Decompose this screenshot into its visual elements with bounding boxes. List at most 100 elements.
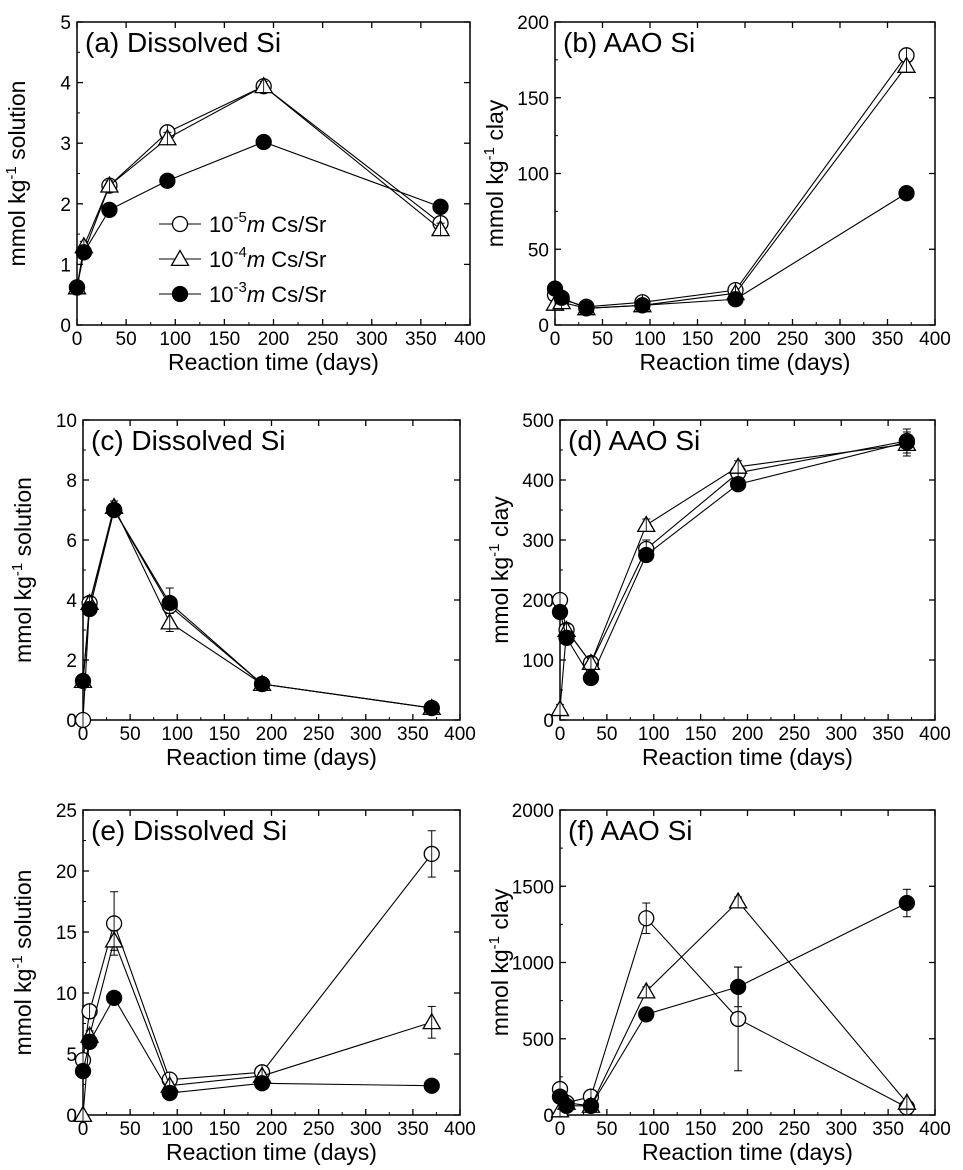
plot-frame <box>82 809 461 1116</box>
x-tick-label: 400 <box>919 724 951 745</box>
series-1 <box>551 902 916 1116</box>
data-point <box>558 629 575 646</box>
x-tick-label: 0 <box>78 1119 89 1140</box>
series-3 <box>74 989 440 1102</box>
x-tick-label: 100 <box>161 1119 193 1140</box>
y-tick-label: 1 <box>60 255 71 276</box>
panel-title: (e) Dissolved Si <box>91 815 287 846</box>
y-tick-label: 0 <box>538 316 549 337</box>
x-tick-label: 300 <box>824 329 856 350</box>
series-3 <box>74 501 440 717</box>
x-tick-label: 0 <box>555 1119 566 1140</box>
y-tick-label: 100 <box>517 165 549 186</box>
x-tick-label: 200 <box>258 329 290 350</box>
x-tick-label: 350 <box>397 1119 429 1140</box>
data-point <box>101 201 118 219</box>
x-axis-label: Reaction time (days) <box>642 1139 853 1165</box>
x-axis-label: Reaction time (days) <box>168 349 379 375</box>
x-tick-label: 250 <box>307 329 339 350</box>
x-tick-label: 50 <box>592 329 613 350</box>
data-point <box>551 603 569 621</box>
y-tick-label: 4 <box>60 74 71 95</box>
legend-marker <box>171 285 189 303</box>
y-axis-label: mmol kg-1 solution <box>9 477 36 663</box>
x-axis-label: Reaction time (days) <box>166 744 377 770</box>
x-axis-label: Reaction time (days) <box>642 744 853 770</box>
data-point <box>253 1075 271 1092</box>
data-point <box>634 297 651 314</box>
x-tick-label: 50 <box>116 329 137 350</box>
data-point <box>423 699 440 717</box>
y-tick-label: 500 <box>522 1030 554 1051</box>
panel-title: (c) Dissolved Si <box>91 425 285 456</box>
y-tick-label: 8 <box>66 471 77 492</box>
y-tick-label: 1000 <box>512 954 554 975</box>
panel-title: (d) AAO Si <box>568 425 700 456</box>
y-tick-label: 150 <box>517 89 549 110</box>
series-3 <box>551 434 916 687</box>
y-tick-label: 300 <box>522 531 554 552</box>
chart-panel-2: 0 50 100 150 200 250 300 350 400050100150200Reac… <box>481 13 951 375</box>
data-point <box>432 198 449 215</box>
y-tick-label: 0 <box>66 1106 77 1127</box>
x-tick-label: 250 <box>779 724 811 745</box>
data-point <box>423 1077 440 1094</box>
data-point <box>159 172 176 189</box>
x-tick-label: 50 <box>120 1119 141 1140</box>
data-point <box>255 133 272 151</box>
series-line <box>82 508 432 709</box>
x-tick-label: 150 <box>209 329 241 350</box>
x-tick-label: 200 <box>732 724 764 745</box>
data-point <box>582 1097 600 1114</box>
data-point <box>253 675 271 693</box>
plot-frame <box>76 21 471 326</box>
x-tick-label: 100 <box>638 724 670 745</box>
data-point <box>898 894 916 912</box>
x-tick-label: 300 <box>356 329 388 350</box>
x-tick-label: 100 <box>638 1119 670 1140</box>
series-2 <box>67 76 451 295</box>
x-tick-label: 200 <box>256 724 288 745</box>
x-tick-label: 400 <box>919 329 951 350</box>
legend-marker <box>170 249 190 267</box>
y-tick-label: 100 <box>522 651 554 672</box>
x-tick-label: 200 <box>729 329 761 350</box>
x-tick-label: 350 <box>405 329 437 350</box>
data-point <box>74 1062 92 1080</box>
series-line <box>82 853 433 1081</box>
data-point <box>582 669 600 687</box>
data-point <box>638 546 655 564</box>
data-point <box>638 1006 655 1023</box>
plot-frame <box>554 21 936 326</box>
data-point <box>729 978 747 996</box>
y-tick-label: 25 <box>56 801 77 822</box>
series-3 <box>546 185 915 317</box>
x-tick-label: 250 <box>303 1119 335 1140</box>
series-3 <box>551 888 916 1114</box>
x-tick-label: 250 <box>777 329 809 350</box>
chart-panel-4: 0 50 100 150 200 250 300 350 400 0 100 200 300 400 500… <box>486 411 951 770</box>
x-tick-label: 400 <box>454 329 486 350</box>
x-axis-label: Reaction time (days) <box>640 349 851 375</box>
x-tick-label: 150 <box>685 1119 717 1140</box>
data-point <box>68 279 86 296</box>
x-tick-label: 200 <box>256 1119 288 1140</box>
y-tick-label: 5 <box>66 1045 77 1066</box>
x-tick-label: 400 <box>444 1119 476 1140</box>
series-1 <box>546 47 915 315</box>
data-point <box>105 989 123 1007</box>
y-tick-label: 10 <box>56 411 77 432</box>
x-tick-label: 0 <box>550 329 561 350</box>
data-point <box>81 1033 98 1050</box>
y-tick-label: 2000 <box>512 801 554 822</box>
series-3 <box>68 133 449 296</box>
data-point <box>74 672 92 690</box>
y-tick-label: 0 <box>66 711 77 732</box>
x-tick-label: 50 <box>120 724 141 745</box>
y-tick-label: 6 <box>66 531 77 552</box>
y-tick-label: 4 <box>66 591 77 612</box>
x-tick-label: 150 <box>685 724 717 745</box>
y-axis-label: mmol kg-1 solution <box>9 870 36 1056</box>
x-tick-label: 300 <box>825 724 857 745</box>
